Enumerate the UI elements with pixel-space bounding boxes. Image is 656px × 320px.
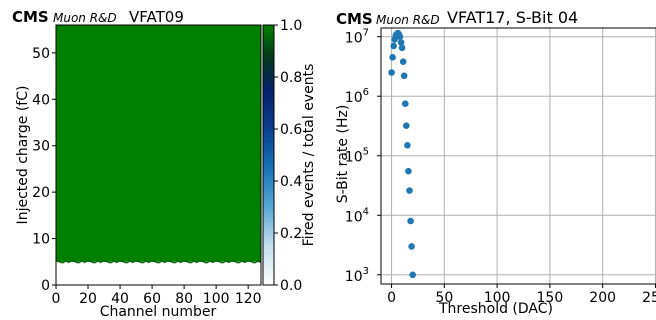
scatter-point [408,243,415,250]
scatter-y-tick-label: 103 [345,266,369,285]
heatmap-title: VFAT09 [129,8,184,26]
scatter-title: VFAT17, S-Bit 04 [447,8,578,27]
heatmap-x-axis-label: Channel number [100,304,217,320]
heatmap-x-tick-label: 60 [143,291,161,307]
heatmap-y-tick-label: 10 [32,232,50,248]
colorbar-tick-label: 0.4 [280,174,302,190]
scatter-x-tick-label: 150 [537,290,564,306]
muon-rd-label: Muon R&D [53,11,117,25]
scatter-y-tick-label: 104 [345,206,369,225]
scatter-point [388,69,395,76]
heatmap-x-tick-label: 40 [111,291,129,307]
heatmap-panel: CMS Muon R&D VFAT09 0 20 40 60 80 100 120 0 10 2… [12,8,317,320]
scatter-point [390,42,398,50]
colorbar-tick-label: 1.0 [280,18,302,34]
scatter-x-tick-label: 0 [387,290,396,306]
scatter-y-tick-label: 105 [345,147,369,166]
heatmap-y-tick-label: 30 [32,139,50,155]
scatter-x-tick-label: 50 [435,290,453,306]
scatter-point [403,122,410,129]
heatmap-y-tick-label: 20 [32,185,50,201]
muon-rd-label-2: Muon R&D [376,13,440,27]
heatmap-x-tick-label: 100 [203,291,230,307]
heatmap-threshold-edge [55,259,262,264]
colorbar-label: Fired events / total events [301,64,317,247]
colorbar-tick-label: 0.0 [280,278,302,294]
scatter-x-tick-label: 250 [642,290,656,306]
heatmap-x-ticks: 0 20 40 60 80 100 120 [52,285,262,307]
heatmap-y-tick-label: 50 [32,46,50,62]
colorbar-tick-label: 0.6 [280,122,302,138]
heatmap-y-axis-label: Injected charge (fC) [15,86,31,225]
scatter-points [388,29,417,279]
heatmap-x-tick-label: 80 [175,291,193,307]
colorbar-tick-label: 0.8 [280,70,302,86]
scatter-x-tick-label: 100 [484,290,511,306]
heatmap-y-tick-label: 0 [41,278,50,294]
scatter-point [407,217,414,225]
scatter-grid [381,28,656,284]
colorbar-tick-label: 0.2 [280,226,302,242]
scatter-point [399,58,407,65]
heatmap-x-tick-label: 120 [235,291,262,307]
colorbar [262,24,275,286]
scatter-y-tick-label: 106 [345,87,369,106]
heatmap-y-tick-label: 40 [32,92,50,108]
scatter-point [397,39,405,46]
heatmap-y-ticks: 0 10 20 30 40 50 [32,46,56,294]
scatter-y-axis-label: S-Bit rate (Hz) [335,105,351,204]
cms-label-2: CMS [336,10,373,28]
scatter-y-ticks: 103 104 105 106 107 [345,28,381,285]
scatter-point [402,100,409,107]
heatmap-frame [55,24,262,286]
colorbar-ticks: 0.0 0.2 0.4 0.6 0.8 1.0 [274,18,302,294]
scatter-x-ticks: 0 50 100 150 200 250 [387,284,656,306]
heatmap-x-tick-label: 0 [52,291,61,307]
scatter-point [389,54,396,61]
scatter-y-tick-label: 107 [345,28,369,47]
scatter-point [405,167,412,175]
scatter-panel: CMS Muon R&D VFAT17, S-Bit 04 0 50 100 150 2… [335,8,656,317]
scatter-point [406,187,413,194]
scatter-point [396,33,404,40]
heatmap-x-tick-label: 20 [79,291,97,307]
scatter-point [400,72,408,80]
heatmap-filled-region [56,25,261,262]
scatter-x-tick-label: 200 [589,290,616,306]
cms-label: CMS [12,8,49,26]
scatter-point [409,271,417,279]
scatter-x-axis-label: Threshold (DAC) [438,301,553,317]
scatter-point [404,142,411,149]
scatter-point [398,44,406,52]
